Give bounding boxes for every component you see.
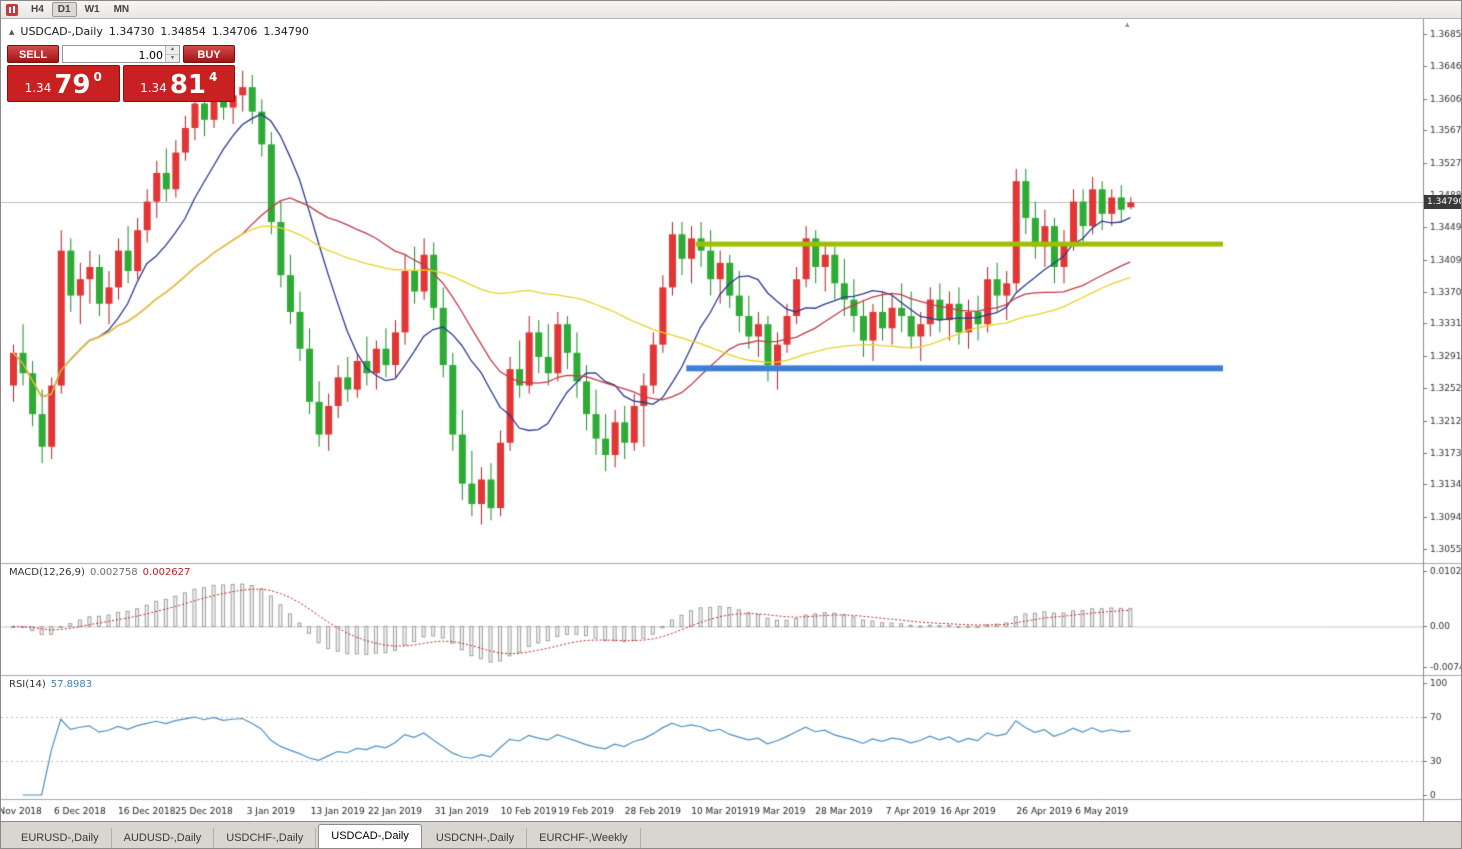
tab-eurchf-weekly[interactable]: EURCHF-,Weekly: [527, 828, 641, 848]
sell-button[interactable]: SELL: [7, 45, 59, 63]
macd-indicator-label: MACD(12,26,9) 0.002758 0.002627: [9, 567, 191, 578]
tab-eurusd-daily[interactable]: EURUSD-,Daily: [9, 828, 112, 848]
one-click-collapse-icon[interactable]: ▲: [9, 27, 15, 36]
sell-price-big: 79: [54, 70, 91, 100]
chart-shift-marker-icon[interactable]: ▴: [1125, 19, 1130, 29]
sell-price-pip: 0: [93, 70, 102, 84]
buy-price-main: 1.34: [140, 81, 167, 95]
chart-tab-bar: EURUSD-,Daily AUDUSD-,Daily USDCHF-,Daily U…: [1, 821, 1461, 848]
ohlc-close: 1.34790: [263, 25, 309, 38]
volume-input[interactable]: [63, 47, 179, 64]
volume-increment-button[interactable]: ▲: [166, 46, 179, 54]
top-toolbar: H4 D1 W1 MN: [1, 1, 1461, 19]
buy-price-box[interactable]: 1.34 81 4: [122, 65, 235, 102]
chart-icon: [6, 3, 18, 16]
volume-decrement-button[interactable]: ▼: [166, 53, 179, 62]
tab-audusd-daily[interactable]: AUDUSD-,Daily: [112, 828, 215, 848]
sell-price-box[interactable]: 1.34 79 0: [7, 65, 120, 102]
price-chart-canvas[interactable]: [1, 19, 1461, 823]
buy-button[interactable]: BUY: [183, 45, 235, 63]
one-click-trading-panel: SELL ▲ ▼ BUY 1.34 79 0 1.34: [7, 45, 235, 102]
chart-title-line: ▲ USDCAD-,Daily 1.34730 1.34854 1.34706 …: [9, 25, 309, 38]
chart-window: ▲ USDCAD-,Daily 1.34730 1.34854 1.34706 …: [1, 19, 1461, 823]
timeframe-d1-button[interactable]: D1: [51, 2, 77, 17]
tab-usdchf-daily[interactable]: USDCHF-,Daily: [214, 828, 317, 848]
timeframe-h4-button[interactable]: H4: [31, 4, 44, 15]
ohlc-low: 1.34706: [211, 25, 258, 38]
tab-usdcad-daily[interactable]: USDCAD-,Daily: [318, 824, 422, 848]
ohlc-open: 1.34730: [108, 25, 155, 38]
buy-price-big: 81: [169, 70, 207, 100]
rsi-indicator-label: RSI(14) 57.8983: [9, 679, 93, 690]
symbol-title: USDCAD-,Daily: [20, 25, 103, 38]
tab-usdcnh-daily[interactable]: USDCNH-,Daily: [424, 828, 528, 848]
sell-price-main: 1.34: [24, 81, 52, 95]
timeframe-w1-button[interactable]: W1: [84, 4, 100, 15]
buy-price-pip: 4: [209, 70, 218, 84]
ohlc-high: 1.34854: [160, 25, 206, 38]
volume-box: ▲ ▼: [62, 45, 180, 64]
timeframe-mn-button[interactable]: MN: [113, 4, 130, 15]
current-price-tag: 1.34790: [1424, 195, 1461, 209]
